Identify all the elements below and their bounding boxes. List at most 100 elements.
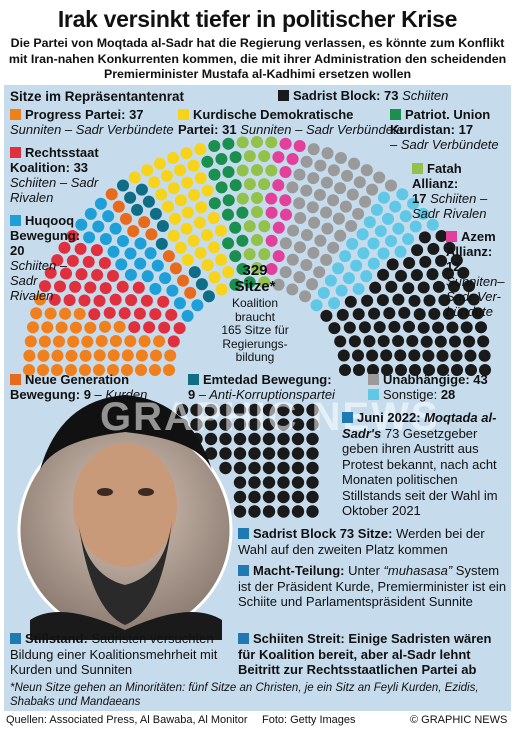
legend-square-huqooq xyxy=(10,215,21,226)
seat-patriot-union-kurdistan xyxy=(222,194,235,207)
seat-sadrist-block xyxy=(392,334,405,348)
note-shia-dispute: Schiiten Streit: Einige Sadristen wären … xyxy=(238,631,492,677)
turban-shape xyxy=(40,395,212,470)
seat-azem-allianz xyxy=(279,165,292,179)
seat-rechtsstaat-koalition xyxy=(75,268,88,281)
seat-huqooq-bewegung xyxy=(115,258,128,271)
seat-patriot-union-kurdistan xyxy=(208,139,221,153)
seat-unabh-ngige xyxy=(300,258,313,272)
seat-sonstige xyxy=(389,200,402,213)
seat-kurdische-demokratische-partei xyxy=(207,211,220,225)
face-shape xyxy=(73,443,177,567)
seat-sadrist-block xyxy=(352,308,365,321)
seat-rechtsstaat-koalition xyxy=(99,282,112,295)
sadrist-exit-seat xyxy=(291,505,305,518)
seat-neue-generation-bewegung xyxy=(184,286,197,299)
seat-rechtsstaat-koalition xyxy=(109,293,122,306)
seat-unabh-ngige xyxy=(279,237,292,250)
seat-fatah-allianz xyxy=(265,136,278,149)
seat-rechtsstaat-koalition xyxy=(48,293,61,306)
sadrist-exit-seat xyxy=(233,418,247,431)
seat-rechtsstaat-koalition xyxy=(133,307,146,320)
sadrist-exit-seat xyxy=(262,447,276,460)
seat-sonstige xyxy=(384,234,398,248)
sadrist-exit-seat xyxy=(291,490,305,504)
seat-huqooq-bewegung xyxy=(102,210,115,223)
seat-sadrist-block xyxy=(417,281,430,294)
seat-rechtsstaat-koalition xyxy=(140,294,153,307)
seat-kurdische-demokratische-partei xyxy=(201,184,214,197)
seat-rechtsstaat-koalition xyxy=(149,308,162,321)
seat-patriot-union-kurdistan xyxy=(222,237,235,250)
seat-rechtsstaat-koalition xyxy=(143,321,156,334)
seat-rechtsstaat-koalition xyxy=(132,281,145,294)
sadrist-exit-seat xyxy=(248,418,261,431)
seat-progress-partei xyxy=(95,334,108,348)
seat-sadrist-block xyxy=(474,321,488,334)
seat-sonstige xyxy=(399,210,412,223)
seat-sonstige xyxy=(335,284,348,297)
seat-unabh-ngige xyxy=(348,157,361,170)
seat-progress-partei xyxy=(135,349,148,362)
seat-unabh-ngige xyxy=(320,176,333,189)
seat-sadrist-block xyxy=(386,258,399,271)
footer-photo: Foto: Getty Images xyxy=(262,714,356,726)
seat-sadrist-block xyxy=(388,320,401,333)
seat-progress-partei xyxy=(22,363,36,377)
seat-fatah-allianz xyxy=(258,276,271,289)
seat-kurdische-demokratische-partei xyxy=(194,143,207,156)
seat-emtedad-bewegung xyxy=(131,203,144,216)
sadrist-exit-seat xyxy=(291,403,305,417)
sadrist-exit-seat xyxy=(306,476,319,489)
sadrist-exit-seat xyxy=(233,476,247,489)
seat-sadrist-block xyxy=(422,363,436,377)
portrait-photo xyxy=(17,395,233,640)
seat-sadrist-block xyxy=(435,254,448,267)
seat-unabh-ngige xyxy=(279,266,292,279)
seat-sadrist-block xyxy=(477,335,490,348)
seat-neue-generation-bewegung xyxy=(127,225,140,238)
seat-sadrist-block xyxy=(377,335,390,348)
seat-progress-partei xyxy=(26,321,40,334)
seat-fatah-allianz xyxy=(243,220,256,233)
seat-sadrist-block xyxy=(376,294,389,307)
seat-unabh-ngige xyxy=(299,290,312,303)
seat-unabh-ngige xyxy=(352,207,365,220)
seat-unabh-ngige xyxy=(332,212,345,225)
seat-emtedad-bewegung xyxy=(142,195,155,208)
seat-unabh-ngige xyxy=(307,172,320,185)
seat-unabh-ngige xyxy=(307,143,320,156)
sadrist-exit-seat xyxy=(277,505,290,518)
seat-kurdische-demokratische-partei xyxy=(167,182,180,195)
seat-rechtsstaat-koalition xyxy=(53,280,67,293)
seat-sadrist-block xyxy=(369,281,382,294)
seat-kurdische-demokratische-partei xyxy=(181,206,194,219)
sadrist-exit-seat xyxy=(248,461,261,475)
seat-unabh-ngige xyxy=(300,228,314,242)
seat-unabh-ngige xyxy=(293,168,306,181)
seat-sadrist-block xyxy=(422,349,435,362)
seat-sonstige xyxy=(339,250,352,263)
seat-kurdische-demokratische-partei xyxy=(174,164,187,177)
seat-patriot-union-kurdistan xyxy=(236,234,249,247)
seat-azem-allianz xyxy=(279,208,293,221)
seat-rechtsstaat-koalition xyxy=(51,254,64,267)
seat-sadrist-block xyxy=(441,267,455,280)
seat-unabh-ngige xyxy=(353,176,366,189)
sadrist-exit-seat xyxy=(262,432,276,446)
seat-unabh-ngige xyxy=(307,246,320,259)
seat-patriot-union-kurdistan xyxy=(208,168,221,181)
seat-sadrist-block xyxy=(419,255,432,268)
seat-azem-allianz xyxy=(265,192,278,205)
seat-kurdische-demokratische-partei xyxy=(160,169,173,182)
seat-huqooq-bewegung xyxy=(99,232,112,246)
seat-progress-partei xyxy=(162,363,176,377)
seat-progress-partei xyxy=(51,349,64,362)
seat-fatah-allianz xyxy=(265,164,278,177)
seat-kurdische-demokratische-partei xyxy=(148,176,161,189)
legend-square-kdp xyxy=(178,109,189,120)
seat-sadrist-block xyxy=(413,308,426,321)
seat-progress-partei xyxy=(149,349,163,362)
sadrist-exit-seat xyxy=(277,432,290,446)
note-power-sharing: Macht-Teilung: Unter “muhasasa” System i… xyxy=(238,563,507,609)
